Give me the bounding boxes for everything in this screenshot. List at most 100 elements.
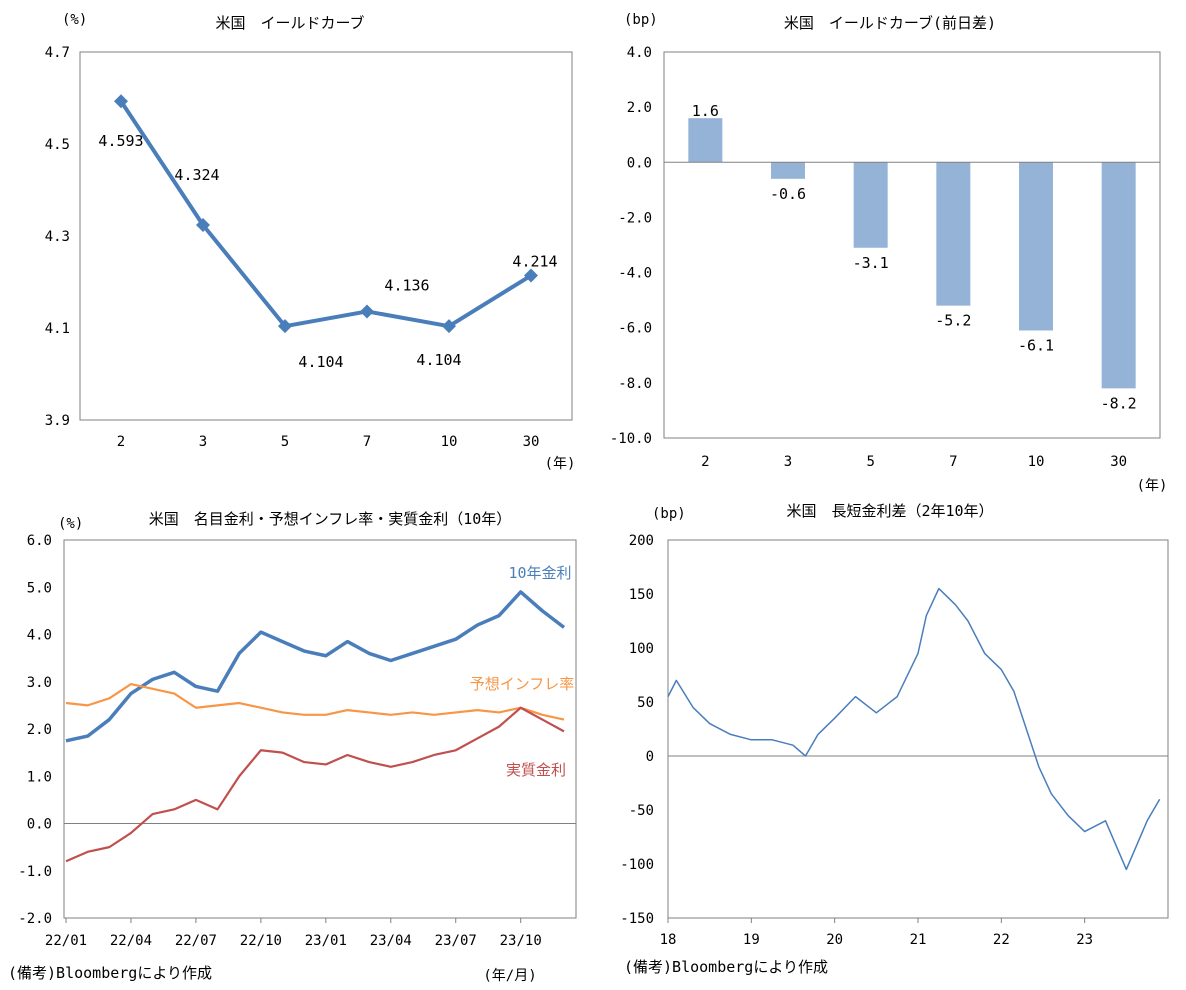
- chart1-x-tick-label: 30: [523, 434, 540, 450]
- chart4-y-tick-label: -150: [620, 911, 654, 927]
- chart3-plot-area: [63, 539, 577, 919]
- chart4-y-tick-label: 150: [629, 587, 654, 603]
- chart1-data-label: 4.104: [298, 353, 343, 371]
- chart4-y-tick-label: 0: [646, 749, 654, 765]
- chart2-data-label: 1.6: [692, 102, 719, 120]
- chart4-note: (備考)Bloombergにより作成: [624, 958, 828, 976]
- chart3-series-line: [65, 590, 566, 743]
- chart1-y-tick-label: 4.5: [45, 137, 70, 153]
- chart2-y-tick-label: -8.0: [618, 376, 652, 392]
- chart3-y-tick-label: 0.0: [27, 817, 52, 833]
- chart2-y-tick-label: -2.0: [618, 210, 652, 226]
- chart3-x-tick-label: 23/01: [305, 933, 347, 949]
- chart2-bar: [771, 162, 805, 179]
- chart3-x-unit: (年/月): [483, 968, 536, 984]
- chart1-data-label: 4.324: [174, 166, 219, 184]
- chart4-y-tick-label: 200: [629, 533, 654, 549]
- chart1-data-point: [442, 319, 456, 334]
- chart2-y-tick-label: -4.0: [618, 266, 652, 282]
- chart2-x-unit: (年): [1137, 478, 1168, 494]
- chart1-data-point: [360, 304, 374, 319]
- chart1-y-tick-label: 3.9: [45, 413, 70, 429]
- chart1-data-point: [278, 319, 292, 334]
- chart2-title: 米国 イールドカーブ(前日差): [784, 14, 996, 32]
- chart3-series-line: [65, 683, 565, 721]
- chart4-x-tick-label: 19: [743, 932, 760, 948]
- chart3-title: 米国 名目金利・予想インフレ率・実質金利（10年）: [149, 510, 512, 528]
- chart1-x-tick-label: 2: [117, 434, 125, 450]
- chart1-title: 米国 イールドカーブ: [215, 14, 364, 32]
- chart1-data-label: 4.136: [384, 276, 429, 294]
- chart2-y-tick-label: 4.0: [627, 45, 652, 61]
- chart2-x-tick-label: 7: [949, 454, 957, 470]
- chart2-y-unit: (bp): [624, 12, 658, 28]
- chart1-data-label: 4.214: [512, 253, 557, 271]
- chart1-y-tick-label: 4.7: [45, 45, 70, 61]
- yield-change-chart: 米国 イールドカーブ(前日差) (bp) 4.0 2.0 0.0 -2.0 -4.0 -6…: [610, 12, 1168, 494]
- chart1-series-line: [119, 100, 533, 329]
- chart2-y-tick-label: -10.0: [610, 431, 652, 447]
- chart2-data-label: -8.2: [1101, 394, 1137, 412]
- chart2-x-tick-label: 30: [1110, 454, 1127, 470]
- chart2-data-label: -6.1: [1018, 336, 1054, 354]
- chart4-x-tick-label: 18: [660, 932, 677, 948]
- chart1-data-label: 4.593: [98, 132, 143, 150]
- chart3-y-tick-label: 6.0: [27, 533, 52, 549]
- chart2-y-tick-label: 0.0: [627, 155, 652, 171]
- chart2-x-tick-label: 2: [701, 454, 709, 470]
- chart2-data-label: -3.1: [853, 254, 889, 272]
- chart3-series-label: 10年金利: [508, 564, 571, 582]
- chart1-y-unit: (%): [62, 12, 87, 28]
- chart1-x-tick-label: 7: [363, 434, 371, 450]
- chart2-bar: [1101, 162, 1136, 389]
- rates-chart: 米国 名目金利・予想インフレ率・実質金利（10年） (%) 6.0 5.0 4.0 3…: [8, 510, 577, 984]
- chart1-y-tick-label: 4.3: [45, 229, 70, 245]
- chart2-data-label: -0.6: [770, 185, 806, 203]
- chart3-y-tick-label: 4.0: [27, 628, 52, 644]
- chart1-x-tick-label: 10: [441, 434, 458, 450]
- chart4-y-tick-label: -100: [620, 857, 654, 873]
- chart2-data-label: -5.2: [935, 312, 971, 330]
- chart1-plot-area: [79, 51, 573, 421]
- chart2-x-tick-label: 3: [784, 454, 792, 470]
- chart4-title: 米国 長短金利差（2年10年）: [786, 502, 993, 520]
- chart1-data-point: [196, 217, 210, 232]
- chart3-x-tick-label: 22/07: [175, 933, 217, 949]
- chart2-bar: [1019, 162, 1053, 331]
- chart3-y-tick-label: -2.0: [18, 911, 52, 927]
- chart1-x-tick-label: 5: [281, 434, 289, 450]
- chart3-note: (備考)Bloombergにより作成: [8, 964, 212, 982]
- chart1-data-label: 4.104: [416, 351, 461, 369]
- chart1-x-unit: (年): [545, 456, 576, 472]
- chart3-series-line: [65, 706, 565, 863]
- chart3-x-tick-label: 22/04: [110, 933, 152, 949]
- chart3-x-tick-label: 22/01: [45, 933, 87, 949]
- chart3-x-tick-label: 22/10: [240, 933, 282, 949]
- chart3-y-unit: (%): [58, 516, 83, 532]
- chart1-data-point: [114, 94, 128, 109]
- chart4-x-tick-label: 22: [993, 932, 1010, 948]
- chart4-x-tick-label: 20: [826, 932, 843, 948]
- chart3-series-label: 実質金利: [506, 761, 566, 779]
- chart1-data-point: [524, 268, 538, 283]
- chart1-y-tick-label: 4.1: [45, 321, 70, 337]
- chart2-y-tick-label: -6.0: [618, 321, 652, 337]
- chart4-y-tick-label: 50: [637, 695, 654, 711]
- chart3-y-tick-label: 2.0: [27, 722, 52, 738]
- yield-curve-chart: 米国 イールドカーブ (%) 3.94.14.34.54.7 2 3 5 7 10 30 …: [45, 12, 576, 472]
- chart1-x-tick-label: 3: [199, 434, 207, 450]
- chart3-x-tick-label: 23/10: [500, 933, 542, 949]
- chart3-y-tick-label: 1.0: [27, 769, 52, 785]
- chart3-y-tick-label: 3.0: [27, 675, 52, 691]
- spread-chart: 米国 長短金利差（2年10年） (bp) 200 150 100 50 0 -50 -100…: [620, 502, 1169, 976]
- chart4-y-tick-label: -50: [629, 803, 654, 819]
- chart3-series-label: 予想インフレ率: [470, 675, 575, 693]
- chart4-y-unit: (bp): [652, 506, 686, 522]
- chart2-y-tick-label: 2.0: [627, 100, 652, 116]
- chart2-bar: [688, 118, 723, 163]
- chart2-plot-area: [663, 51, 1161, 439]
- chart2-x-tick-label: 10: [1028, 454, 1045, 470]
- chart3-y-tick-label: 5.0: [27, 580, 52, 596]
- chart2-x-tick-label: 5: [866, 454, 874, 470]
